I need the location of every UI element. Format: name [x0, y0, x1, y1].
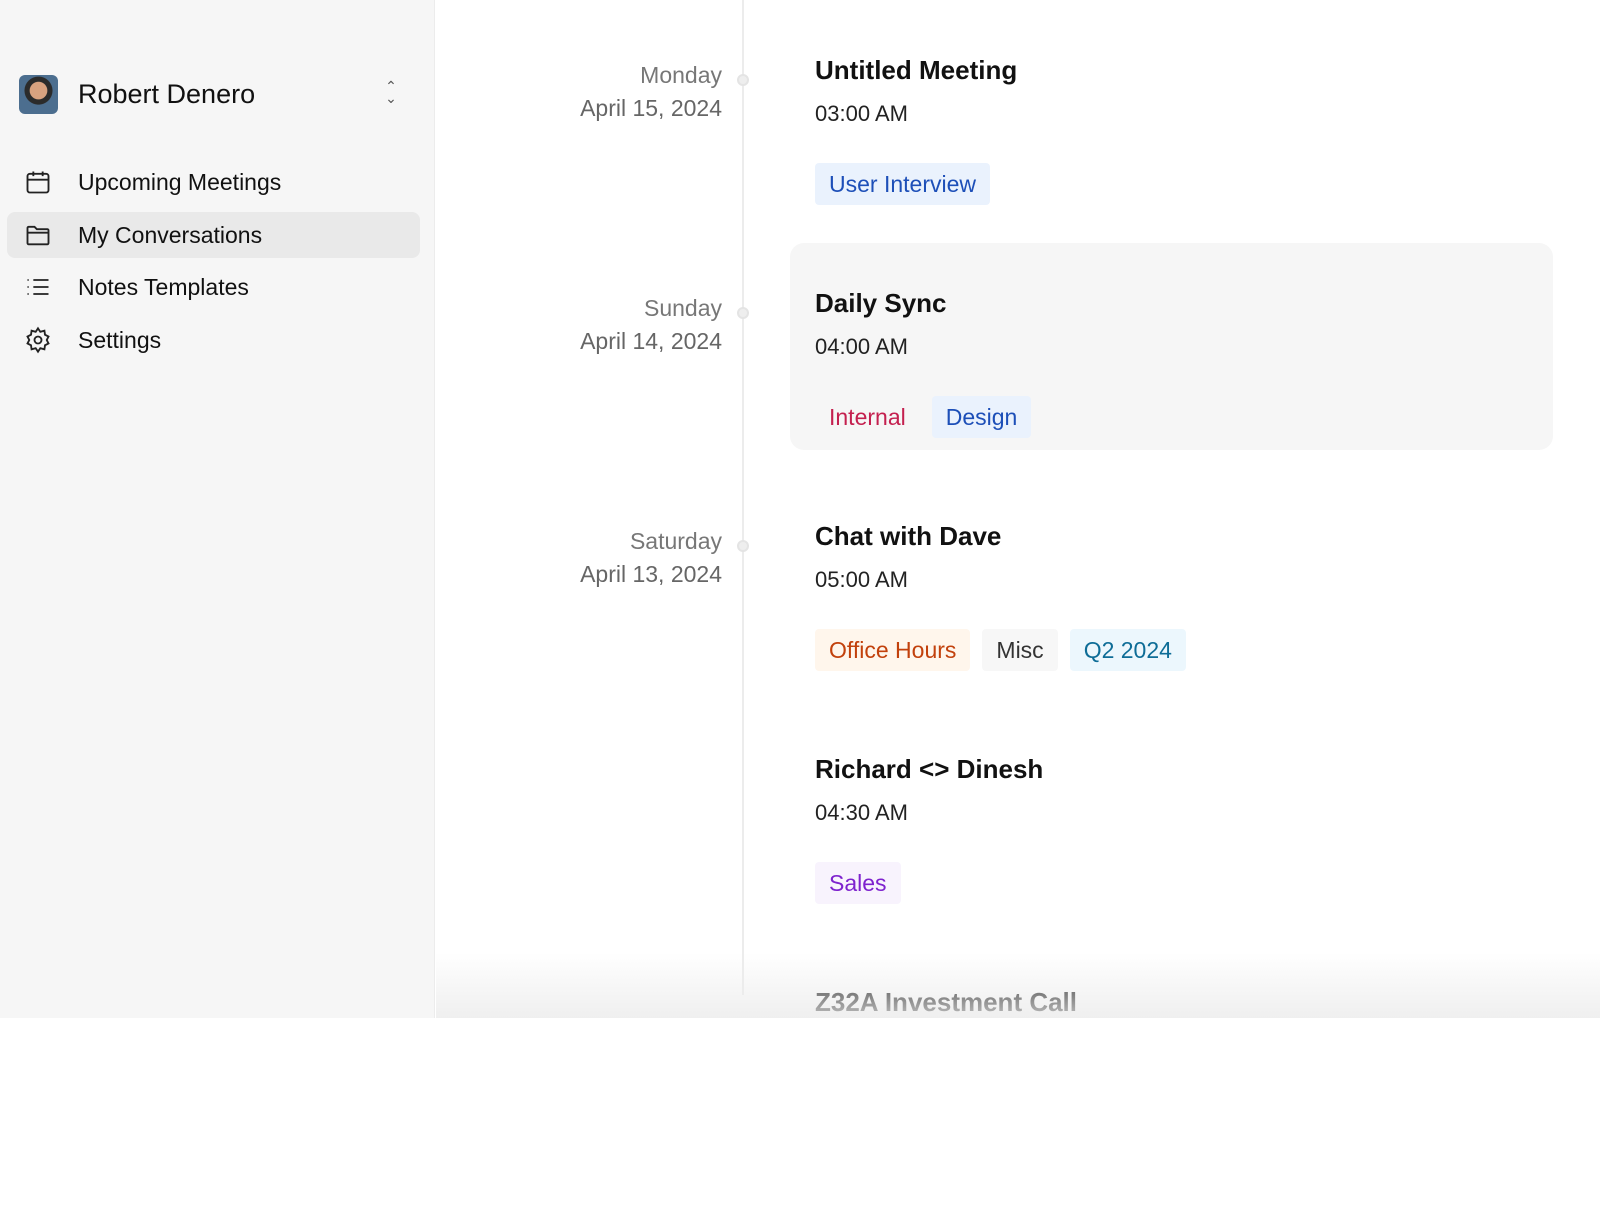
sidebar-item-label: Notes Templates: [78, 273, 249, 300]
tag-list: Office Hours Misc Q2 2024: [815, 629, 1186, 671]
date-label: April 15, 2024: [580, 95, 722, 121]
sidebar-item-notes-templates[interactable]: Notes Templates: [7, 264, 420, 310]
timeline-dot: [737, 540, 749, 552]
meeting-title[interactable]: Untitled Meeting: [815, 55, 1018, 85]
tag-list: Sales: [815, 862, 901, 904]
user-name: Robert Denero: [78, 78, 256, 109]
tag[interactable]: Misc: [982, 629, 1058, 671]
meeting-title[interactable]: Daily Sync: [815, 288, 947, 318]
tag-list: User Interview: [815, 163, 990, 205]
scroll-fade: [436, 953, 1600, 1018]
meeting-date: Monday April 15, 2024: [472, 58, 722, 124]
sidebar-item-settings[interactable]: Settings: [7, 317, 420, 363]
day-label: Saturday: [629, 528, 722, 554]
timeline-dot: [737, 307, 749, 319]
date-label: April 13, 2024: [580, 561, 722, 587]
tag[interactable]: Sales: [815, 862, 901, 904]
account-switcher[interactable]: Robert Denero ⌃ ⌄: [19, 74, 419, 114]
tag[interactable]: Office Hours: [815, 629, 971, 671]
meeting-time: 03:00 AM: [815, 101, 908, 126]
sidebar-item-label: Settings: [78, 326, 162, 353]
sidebar: Robert Denero ⌃ ⌄ Upcoming Meetings My Co…: [0, 0, 435, 1018]
day-label: Sunday: [643, 295, 722, 321]
meeting-entry[interactable]: Saturday April 13, 2024 Chat with Dave 05:0…: [436, 521, 1600, 757]
tag[interactable]: Q2 2024: [1069, 629, 1186, 671]
meeting-title[interactable]: Chat with Dave: [815, 521, 1002, 551]
meeting-entry[interactable]: Z32A Investment Call: [436, 987, 1600, 1223]
day-label: Monday: [640, 62, 722, 88]
gear-icon: [26, 326, 50, 354]
meeting-date: Saturday April 13, 2024: [472, 524, 722, 590]
sidebar-item-label: Upcoming Meetings: [78, 168, 282, 195]
meeting-time: 04:30 AM: [815, 800, 908, 825]
tag[interactable]: Internal: [815, 396, 920, 438]
calendar-icon: [26, 171, 50, 194]
meeting-title[interactable]: Richard <> Dinesh: [815, 754, 1044, 784]
sidebar-item-my-conversations[interactable]: My Conversations: [7, 212, 420, 258]
meeting-entry[interactable]: Monday April 15, 2024 Untitled Meeting 03:0…: [436, 55, 1600, 291]
meeting-entry[interactable]: Richard <> Dinesh 04:30 AM Sales: [436, 754, 1600, 990]
sidebar-item-upcoming-meetings[interactable]: Upcoming Meetings: [7, 159, 420, 205]
conversation-timeline: Monday April 15, 2024 Untitled Meeting 03:0…: [436, 0, 1600, 1018]
timeline-dot: [737, 74, 749, 86]
meeting-entry[interactable]: Sunday April 14, 2024 Daily Sync 04:00 AM In…: [436, 243, 1600, 524]
tag[interactable]: Design: [931, 396, 1032, 438]
meeting-date: Sunday April 14, 2024: [472, 291, 722, 357]
meeting-time: 04:00 AM: [815, 334, 908, 359]
avatar: [19, 74, 58, 114]
folder-icon: [26, 225, 50, 246]
list-icon: [27, 279, 49, 295]
timeline-line: [742, 0, 744, 995]
chevron-up-down-icon[interactable]: ⌃ ⌄: [385, 78, 397, 106]
date-label: April 14, 2024: [580, 328, 722, 354]
sidebar-item-label: My Conversations: [78, 221, 263, 248]
tag[interactable]: User Interview: [815, 163, 990, 205]
meeting-time: 05:00 AM: [815, 567, 908, 592]
tag-list: Internal Design: [815, 396, 1032, 438]
